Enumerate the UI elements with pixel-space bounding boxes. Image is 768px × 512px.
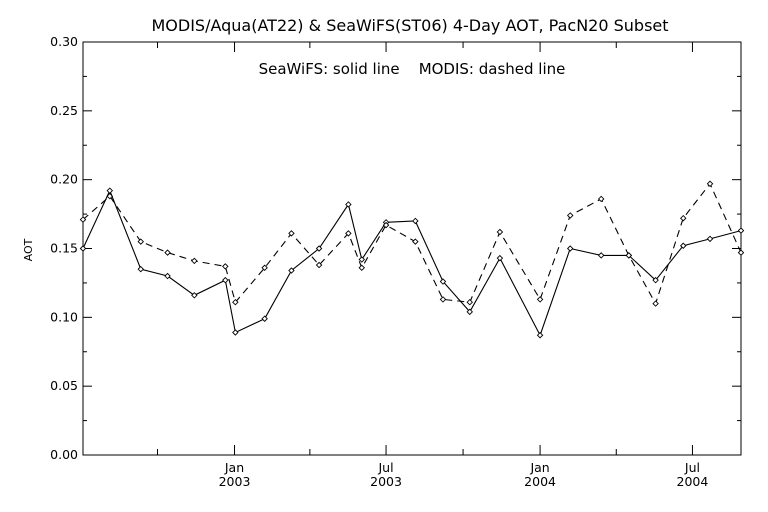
seawifs-point <box>597 252 605 259</box>
x-tick-month: Jan <box>224 460 244 475</box>
seawifs-point <box>706 235 714 243</box>
modis-point <box>597 195 605 203</box>
modis-point <box>79 216 87 223</box>
modis-point <box>191 257 198 265</box>
seawifs-point <box>358 256 366 263</box>
modis-point <box>288 230 295 237</box>
seawifs-point <box>737 227 745 234</box>
seawifs-point <box>536 331 544 339</box>
seawifs-series <box>79 187 745 339</box>
seawifs-point <box>315 245 323 252</box>
axis-ticks: 0.000.050.100.150.200.250.30Jan2003Jul20… <box>50 34 741 489</box>
modis-point <box>358 264 366 272</box>
modis-point <box>164 249 171 256</box>
modis-point <box>652 300 659 307</box>
modis-point <box>106 192 114 200</box>
modis-point <box>737 249 745 256</box>
seawifs-point <box>496 254 504 262</box>
modis-point <box>412 238 419 245</box>
y-tick-label: 0.20 <box>50 172 78 187</box>
seawifs-point <box>680 242 687 249</box>
x-tick-month: Jul <box>378 460 394 475</box>
y-tick-label: 0.25 <box>50 103 78 118</box>
series-layer <box>79 180 745 339</box>
seawifs-point <box>466 308 473 316</box>
modis-point <box>232 298 239 306</box>
seawifs-point <box>232 329 239 336</box>
chart-title: MODIS/Aqua(AT22) & SeaWiFS(ST06) 4-Day A… <box>151 16 668 35</box>
y-axis-label: AOT <box>22 238 35 261</box>
seawifs-point <box>137 265 144 273</box>
seawifs-point <box>412 217 419 225</box>
modis-point <box>382 221 390 229</box>
seawifs-point <box>566 245 574 252</box>
y-tick-label: 0.05 <box>50 378 78 393</box>
seawifs-point <box>191 292 198 299</box>
x-tick-month: Jul <box>684 460 700 475</box>
seawifs-point <box>79 245 87 252</box>
modis-point <box>137 238 144 245</box>
seawifs-point <box>106 187 114 194</box>
seawifs-point <box>439 278 447 285</box>
x-tick-year: 2003 <box>370 474 402 489</box>
modis-point <box>261 264 268 272</box>
seawifs-line <box>82 189 742 337</box>
modis-point <box>439 296 447 303</box>
seawifs-point <box>261 315 268 322</box>
seawifs-point <box>288 267 295 274</box>
seawifs-point <box>345 201 352 208</box>
seawifs-point <box>652 276 659 284</box>
modis-point <box>536 296 544 303</box>
seawifs-point <box>164 272 171 280</box>
y-tick-label: 0.00 <box>50 447 78 462</box>
x-tick-month: Jan <box>529 460 549 475</box>
modis-series <box>79 180 745 307</box>
modis-point <box>706 180 714 188</box>
x-tick-year: 2003 <box>219 474 251 489</box>
seawifs-point <box>222 276 229 284</box>
modis-point <box>345 230 352 237</box>
x-tick-year: 2004 <box>677 474 709 489</box>
modis-point <box>222 263 229 270</box>
y-tick-label: 0.30 <box>50 34 78 49</box>
modis-point <box>315 261 323 269</box>
plot-frame <box>82 41 742 456</box>
y-tick-label: 0.10 <box>50 309 78 324</box>
modis-point <box>680 214 687 222</box>
modis-point <box>625 252 633 259</box>
modis-point <box>466 298 473 306</box>
legend-annotation: SeaWiFS: solid line MODIS: dashed line <box>259 60 566 78</box>
modis-point <box>566 212 574 219</box>
modis-point <box>496 228 504 236</box>
y-tick-label: 0.15 <box>50 241 78 256</box>
x-tick-year: 2004 <box>524 474 556 489</box>
